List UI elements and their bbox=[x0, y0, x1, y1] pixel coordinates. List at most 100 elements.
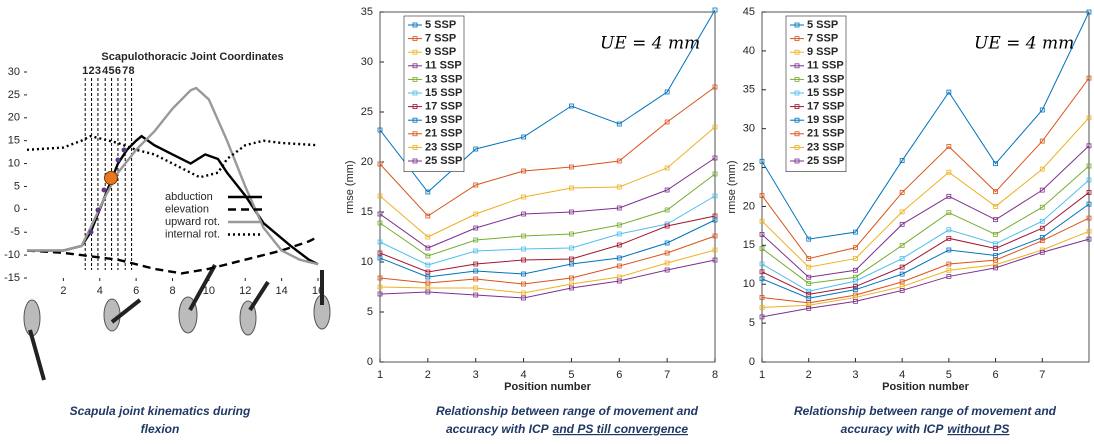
y-tick-label: 30 bbox=[361, 56, 373, 68]
data-point bbox=[993, 246, 998, 251]
data-point bbox=[1086, 236, 1092, 242]
position-label: 6 bbox=[115, 65, 121, 77]
data-point bbox=[993, 257, 998, 263]
data-point bbox=[473, 261, 479, 267]
data-point bbox=[1086, 228, 1092, 234]
data-point bbox=[1086, 115, 1092, 121]
series-line bbox=[761, 77, 1090, 260]
x-tick-label: 6 bbox=[133, 285, 139, 297]
data-point bbox=[946, 169, 952, 175]
legend-marker bbox=[412, 36, 418, 41]
data-point bbox=[806, 295, 812, 301]
legend-marker bbox=[412, 131, 418, 137]
y-tick-label: 5 bbox=[367, 306, 373, 318]
data-point bbox=[946, 227, 952, 233]
data-point bbox=[1086, 163, 1092, 169]
point-dot bbox=[121, 147, 127, 153]
data-point bbox=[712, 233, 718, 239]
data-point bbox=[899, 242, 905, 248]
caption-underlined: and PS till convergence bbox=[553, 422, 689, 436]
data-point bbox=[521, 290, 526, 296]
data-point bbox=[1039, 249, 1045, 255]
legend-label: abduction bbox=[165, 191, 213, 203]
position-label: 8 bbox=[129, 65, 135, 77]
legend-marker bbox=[794, 144, 800, 150]
data-point bbox=[946, 235, 952, 241]
data-point bbox=[569, 261, 574, 267]
data-point bbox=[993, 265, 998, 271]
data-point bbox=[993, 204, 998, 209]
y-tick-label: -10 bbox=[4, 249, 20, 261]
data-point bbox=[712, 217, 718, 223]
data-point bbox=[616, 278, 622, 284]
y-tick-label: 20 bbox=[8, 112, 20, 124]
data-point bbox=[521, 271, 526, 277]
legend-marker bbox=[412, 90, 418, 96]
y-tick-label: 5 bbox=[749, 317, 755, 329]
data-point bbox=[806, 302, 812, 308]
caption: Scapula joint kinematics during bbox=[70, 404, 251, 418]
data-point bbox=[569, 209, 574, 215]
y-tick-label: 30 bbox=[743, 123, 755, 135]
data-point bbox=[759, 276, 765, 282]
y-tick-label: 20 bbox=[361, 156, 373, 168]
series-line bbox=[379, 235, 716, 285]
data-point bbox=[616, 184, 622, 190]
data-point bbox=[521, 295, 526, 301]
data-point bbox=[569, 275, 574, 281]
data-point bbox=[853, 287, 858, 293]
data-point bbox=[377, 220, 383, 226]
data-point bbox=[1039, 187, 1045, 193]
x-tick-label: 5 bbox=[568, 369, 574, 381]
data-point bbox=[853, 245, 858, 251]
data-point bbox=[377, 193, 383, 199]
data-point bbox=[473, 146, 479, 152]
data-point bbox=[853, 256, 858, 261]
legend-marker bbox=[794, 90, 800, 96]
data-point bbox=[664, 207, 670, 213]
data-point bbox=[616, 242, 622, 248]
x-tick-label: 16 bbox=[312, 285, 324, 297]
data-point bbox=[899, 221, 905, 227]
data-point bbox=[569, 245, 574, 251]
data-point bbox=[946, 210, 952, 216]
data-point bbox=[1086, 215, 1092, 221]
series-line bbox=[379, 249, 716, 294]
legend-marker bbox=[794, 63, 800, 69]
x-tick-label: 1 bbox=[759, 369, 765, 381]
legend-marker bbox=[412, 77, 418, 82]
data-point bbox=[853, 229, 858, 235]
x-axis-label: Position number bbox=[504, 381, 592, 393]
legend-label: 25 SSP bbox=[425, 155, 462, 167]
data-point bbox=[521, 281, 526, 287]
legend-label: 15 SSP bbox=[807, 87, 844, 99]
data-point bbox=[946, 267, 952, 273]
data-point bbox=[616, 222, 622, 228]
series-line bbox=[379, 86, 716, 217]
data-point bbox=[521, 257, 526, 263]
data-point bbox=[899, 279, 905, 285]
data-point bbox=[759, 295, 765, 300]
data-point bbox=[616, 255, 622, 261]
data-point bbox=[616, 121, 622, 127]
caption-underlined: without PS bbox=[947, 422, 1009, 436]
data-point bbox=[664, 223, 670, 229]
y-tick-label: 35 bbox=[361, 6, 373, 18]
legend-label: 5 SSP bbox=[807, 19, 838, 31]
data-point bbox=[569, 231, 574, 237]
data-point bbox=[1039, 166, 1045, 172]
data-point bbox=[1039, 218, 1045, 224]
data-point bbox=[759, 246, 765, 251]
y-tick-label: 10 bbox=[743, 278, 755, 290]
series-line bbox=[761, 117, 1090, 268]
point-dot bbox=[88, 229, 94, 235]
legend-label: 13 SSP bbox=[425, 73, 462, 85]
legend-marker bbox=[794, 131, 800, 137]
series-line bbox=[379, 126, 716, 238]
series-line bbox=[379, 259, 716, 299]
data-point bbox=[377, 255, 383, 261]
data-point bbox=[425, 280, 431, 286]
series-line bbox=[761, 179, 1090, 292]
data-point bbox=[853, 267, 858, 273]
